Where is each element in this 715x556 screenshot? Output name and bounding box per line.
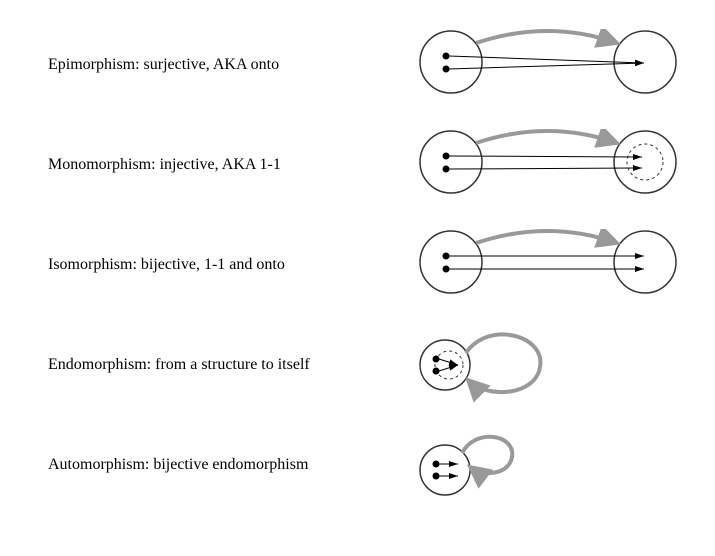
diagram-automorphism [418, 425, 558, 505]
label-epimorphism: Epimorphism: surjective, AKA onto [48, 56, 279, 74]
label-endomorphism: Endomorphism: from a structure to itself [48, 356, 310, 374]
self-loop-arrow-icon [466, 334, 540, 392]
dst-circle [614, 131, 676, 193]
map-arrow [449, 156, 642, 157]
src-circle [420, 231, 482, 293]
dot-icon [443, 266, 450, 273]
label-monomorphism: Monomorphism: injective, AKA 1-1 [48, 156, 281, 174]
src-circle [420, 31, 482, 93]
dot-icon [433, 368, 440, 375]
diagram-endomorphism [418, 325, 578, 405]
diagram-isomorphism [418, 229, 688, 301]
morphism-arrow-icon [476, 231, 617, 243]
dot-icon [443, 166, 450, 173]
row-isomorphism: Isomorphism: bijective, 1-1 and onto [0, 220, 715, 310]
label-automorphism: Automorphism: bijective endomorphism [48, 456, 308, 474]
morphism-arrow-icon [476, 131, 617, 143]
map-arrow [439, 359, 458, 365]
dot-icon [443, 153, 450, 160]
dst-inner-dashed [627, 144, 663, 180]
dot-icon [443, 66, 450, 73]
row-monomorphism: Monomorphism: injective, AKA 1-1 [0, 120, 715, 210]
map-arrow [449, 168, 642, 169]
morphism-arrow-icon [476, 31, 617, 43]
map-arrow [439, 365, 458, 371]
dot-icon [433, 473, 440, 480]
src-circle [420, 131, 482, 193]
row-automorphism: Automorphism: bijective endomorphism [0, 420, 715, 510]
dot-icon [433, 461, 440, 468]
dst-circle [614, 231, 676, 293]
label-isomorphism: Isomorphism: bijective, 1-1 and onto [48, 256, 285, 274]
diagram-epimorphism [418, 29, 688, 101]
dot-icon [433, 356, 440, 363]
inner-dashed [435, 351, 463, 379]
dot-icon [443, 53, 450, 60]
row-endomorphism: Endomorphism: from a structure to itself [0, 320, 715, 410]
row-epimorphism: Epimorphism: surjective, AKA onto [0, 20, 715, 110]
diagram-monomorphism [418, 129, 688, 201]
dot-icon [443, 253, 450, 260]
